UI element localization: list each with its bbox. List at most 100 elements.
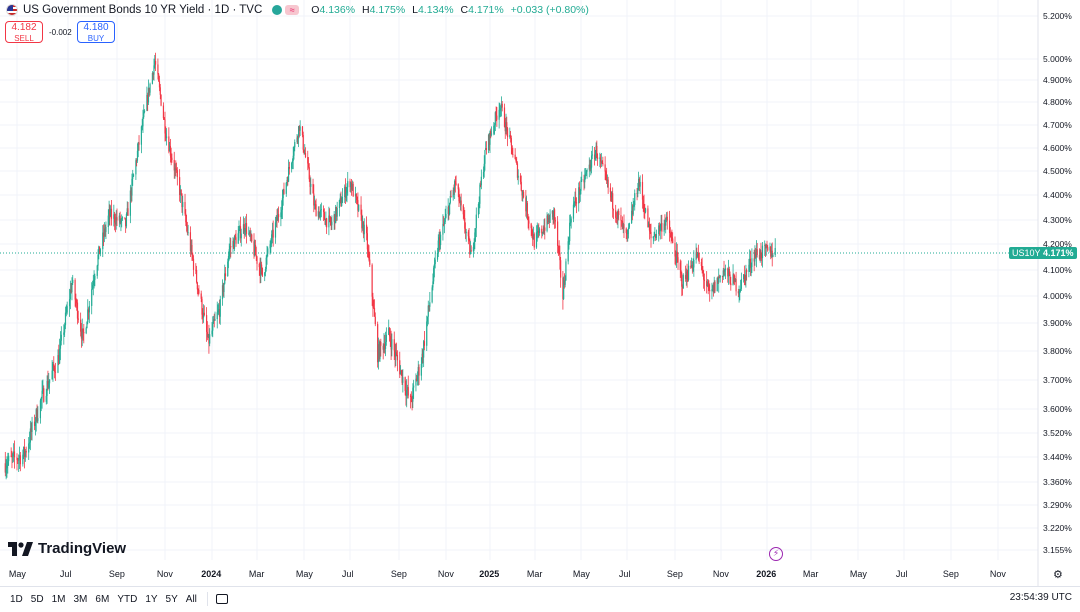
candle-body <box>464 218 466 229</box>
candle-body <box>105 227 107 233</box>
candle-body <box>551 210 553 214</box>
sell-button[interactable]: 4.182 SELL <box>5 21 43 43</box>
candle-body <box>274 222 277 238</box>
candle-body <box>184 201 186 214</box>
range-button-5y[interactable]: 5Y <box>165 593 178 605</box>
candle-body <box>404 377 406 391</box>
calendar-icon[interactable] <box>215 594 228 604</box>
candle-body <box>339 197 341 200</box>
candle-body <box>766 245 768 248</box>
candle-body <box>149 83 151 93</box>
candle-body <box>407 387 409 396</box>
bolt-icon[interactable]: ⚡ <box>769 547 783 561</box>
compare-icon[interactable]: ≈ <box>285 5 300 15</box>
candle-body <box>245 222 248 234</box>
candle-body <box>526 203 528 212</box>
candle-body <box>255 255 257 257</box>
candle-body <box>679 262 681 271</box>
range-button-all[interactable]: All <box>185 593 197 605</box>
candle-body <box>336 207 338 217</box>
candle-body <box>639 181 641 187</box>
candle-body <box>242 224 245 234</box>
candle-body <box>396 352 398 355</box>
candle-body <box>475 214 477 229</box>
candle-body <box>521 190 523 196</box>
candle-body <box>377 324 379 363</box>
candle-body <box>74 279 76 300</box>
candle-body <box>171 157 173 160</box>
buy-button[interactable]: 4.180 BUY <box>77 21 115 43</box>
candle-body <box>216 312 218 320</box>
candle-body <box>544 227 546 231</box>
candle-body <box>606 175 608 181</box>
candle-body <box>318 211 320 218</box>
candle-body <box>377 344 380 363</box>
candle-body <box>175 167 177 170</box>
candle-body <box>760 250 762 258</box>
candle-body <box>163 118 165 120</box>
range-button-6m[interactable]: 6M <box>95 593 110 605</box>
gear-icon[interactable]: ⚙ <box>1053 569 1063 581</box>
candle-body <box>176 170 178 178</box>
candle-body <box>109 209 111 217</box>
candle-body <box>192 258 195 270</box>
candle-body <box>439 237 441 246</box>
candle-body <box>243 224 245 232</box>
range-button-1d[interactable]: 1D <box>10 593 23 605</box>
candle-body <box>355 193 357 198</box>
candle-body <box>434 259 436 265</box>
symbol-title[interactable]: US Government Bonds 10 YR Yield · 1D · T… <box>23 4 263 16</box>
candle-body <box>66 306 68 313</box>
candle-body <box>686 271 688 280</box>
range-button-1m[interactable]: 1M <box>51 593 66 605</box>
candle-body <box>541 232 544 234</box>
x-tick-label: Mar <box>526 569 543 579</box>
range-button-5d[interactable]: 5D <box>30 593 44 605</box>
candle-body <box>371 264 373 297</box>
candle-body <box>190 244 192 252</box>
candle-body <box>416 375 419 382</box>
candle-body <box>126 208 128 215</box>
candle-body <box>767 247 769 251</box>
candle-body <box>18 458 20 461</box>
candle-body <box>118 215 120 221</box>
candle-body <box>365 224 368 234</box>
candle-body <box>677 257 679 263</box>
range-button-ytd[interactable]: YTD <box>117 593 138 605</box>
candle-body <box>113 214 115 219</box>
range-button-1y[interactable]: 1Y <box>145 593 158 605</box>
candle-body <box>269 244 271 249</box>
candle-body <box>174 167 176 171</box>
candle-body <box>712 285 714 290</box>
candle-body <box>609 187 612 193</box>
y-tick-label: 4.100% <box>1043 265 1072 275</box>
candle-body <box>754 252 756 262</box>
candle-body <box>168 136 170 152</box>
candle-body <box>554 220 556 222</box>
utc-clock[interactable]: 23:54:39 UTC <box>1009 592 1072 603</box>
y-tick-label: 3.360% <box>1043 477 1072 487</box>
range-button-3m[interactable]: 3M <box>73 593 88 605</box>
candle-body <box>701 266 703 270</box>
candle-body <box>80 319 82 332</box>
candle-body <box>70 289 72 293</box>
candle-body <box>373 307 375 309</box>
candle-body <box>195 270 198 283</box>
candle-body <box>522 191 525 198</box>
candle-body <box>574 197 576 204</box>
candle-body <box>317 211 319 217</box>
candle-body <box>224 273 227 277</box>
candle-body <box>389 336 391 342</box>
tradingview-logo[interactable]: TradingView <box>8 540 126 557</box>
candle-body <box>121 217 124 219</box>
candle-body <box>532 234 535 240</box>
candle-body <box>254 244 256 256</box>
candle-body <box>626 232 628 235</box>
candle-body <box>287 167 290 182</box>
candle-body <box>158 74 160 82</box>
candle-body <box>535 232 538 248</box>
candle-body <box>530 223 532 229</box>
candle-body <box>200 293 202 299</box>
candle-body <box>687 279 689 281</box>
